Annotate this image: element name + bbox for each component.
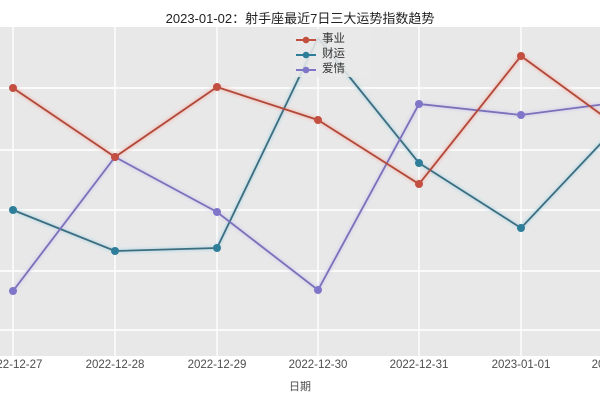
svg-text:财运: 财运 — [322, 46, 345, 60]
svg-text:事业: 事业 — [322, 32, 345, 45]
svg-text:爱情: 爱情 — [322, 62, 345, 75]
